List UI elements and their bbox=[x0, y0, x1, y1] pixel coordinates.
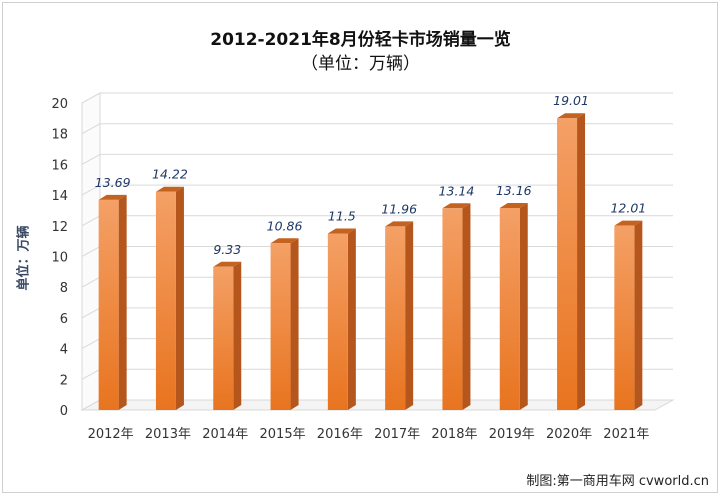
bar bbox=[155, 191, 176, 410]
bar-side bbox=[577, 113, 586, 410]
x-tick-label: 2020年 bbox=[546, 427, 592, 442]
bar bbox=[442, 208, 463, 410]
gridline-depth bbox=[81, 338, 101, 350]
x-tick-label: 2013年 bbox=[145, 427, 191, 442]
y-tick-label: 12 bbox=[51, 220, 68, 235]
bar-top bbox=[98, 194, 127, 200]
y-tick-label: 4 bbox=[60, 343, 68, 358]
bar-side bbox=[290, 238, 299, 410]
gridline-depth bbox=[81, 368, 101, 380]
bar-side bbox=[519, 202, 528, 410]
source-credit: 制图:第一商用车网 cvworld.cn bbox=[526, 474, 709, 489]
chart-subtitle: （单位：万辆） bbox=[301, 54, 420, 74]
gridline-depth bbox=[81, 399, 101, 411]
bar-side bbox=[175, 186, 184, 410]
x-tick-label: 2015年 bbox=[260, 427, 306, 442]
bar-side bbox=[462, 203, 471, 410]
gridline-depth bbox=[81, 92, 101, 104]
x-tick-label: 2018年 bbox=[431, 427, 477, 442]
data-label: 9.33 bbox=[213, 242, 241, 257]
chart-title: 2012-2021年8月份轻卡市场销量一览 bbox=[210, 30, 511, 50]
data-label: 13.69 bbox=[95, 175, 131, 190]
bar-side bbox=[233, 261, 242, 410]
y-tick-label: 10 bbox=[51, 251, 68, 266]
bar-top bbox=[327, 228, 356, 234]
gridline-depth bbox=[81, 246, 101, 257]
bar bbox=[385, 226, 406, 410]
y-tick-label: 14 bbox=[51, 189, 68, 204]
bar bbox=[327, 233, 348, 410]
y-tick-label: 6 bbox=[60, 312, 68, 327]
bar bbox=[270, 243, 291, 410]
data-label: 10.86 bbox=[267, 218, 303, 233]
data-label: 13.14 bbox=[439, 183, 475, 198]
x-tick-label: 2021年 bbox=[603, 427, 649, 442]
x-tick-label: 2012年 bbox=[88, 427, 134, 442]
bar-top bbox=[614, 220, 643, 226]
y-tick-label: 16 bbox=[51, 158, 68, 173]
x-tick-label: 2017年 bbox=[374, 427, 420, 442]
bar-top bbox=[213, 261, 242, 267]
bar-side bbox=[634, 220, 643, 410]
y-tick-label: 18 bbox=[51, 128, 68, 143]
y-tick-label: 0 bbox=[60, 404, 68, 419]
gridline-depth bbox=[81, 184, 101, 196]
bar bbox=[98, 199, 119, 410]
x-tick-label: 2019年 bbox=[489, 427, 535, 442]
y-tick-label: 8 bbox=[60, 281, 68, 296]
gridline-depth bbox=[81, 307, 101, 319]
data-label: 11.96 bbox=[381, 201, 417, 216]
bar-side bbox=[347, 228, 356, 410]
bar bbox=[499, 207, 520, 410]
data-label: 11.5 bbox=[328, 208, 356, 223]
gridline-depth bbox=[81, 276, 101, 288]
bar-top bbox=[442, 203, 471, 209]
bar bbox=[614, 225, 635, 410]
y-tick-label: 2 bbox=[60, 373, 68, 388]
bar-side bbox=[405, 221, 414, 410]
bar-top bbox=[557, 113, 586, 119]
gridline-depth bbox=[81, 215, 101, 227]
bar-top bbox=[155, 186, 184, 192]
bar-side bbox=[118, 194, 127, 410]
data-label: 19.01 bbox=[553, 93, 589, 108]
x-tick-label: 2016年 bbox=[317, 427, 363, 442]
bar bbox=[557, 118, 578, 410]
y-tick-label: 20 bbox=[51, 97, 68, 112]
bar-top bbox=[499, 202, 528, 208]
data-label: 12.01 bbox=[610, 201, 646, 216]
bar-top bbox=[270, 238, 299, 244]
bar-top bbox=[385, 221, 414, 227]
x-tick-label: 2014年 bbox=[202, 427, 248, 442]
bar bbox=[213, 266, 234, 410]
data-label: 14.22 bbox=[152, 167, 188, 182]
gridline-depth bbox=[81, 153, 101, 165]
gridline-depth bbox=[81, 123, 101, 135]
data-label: 13.16 bbox=[496, 183, 532, 198]
